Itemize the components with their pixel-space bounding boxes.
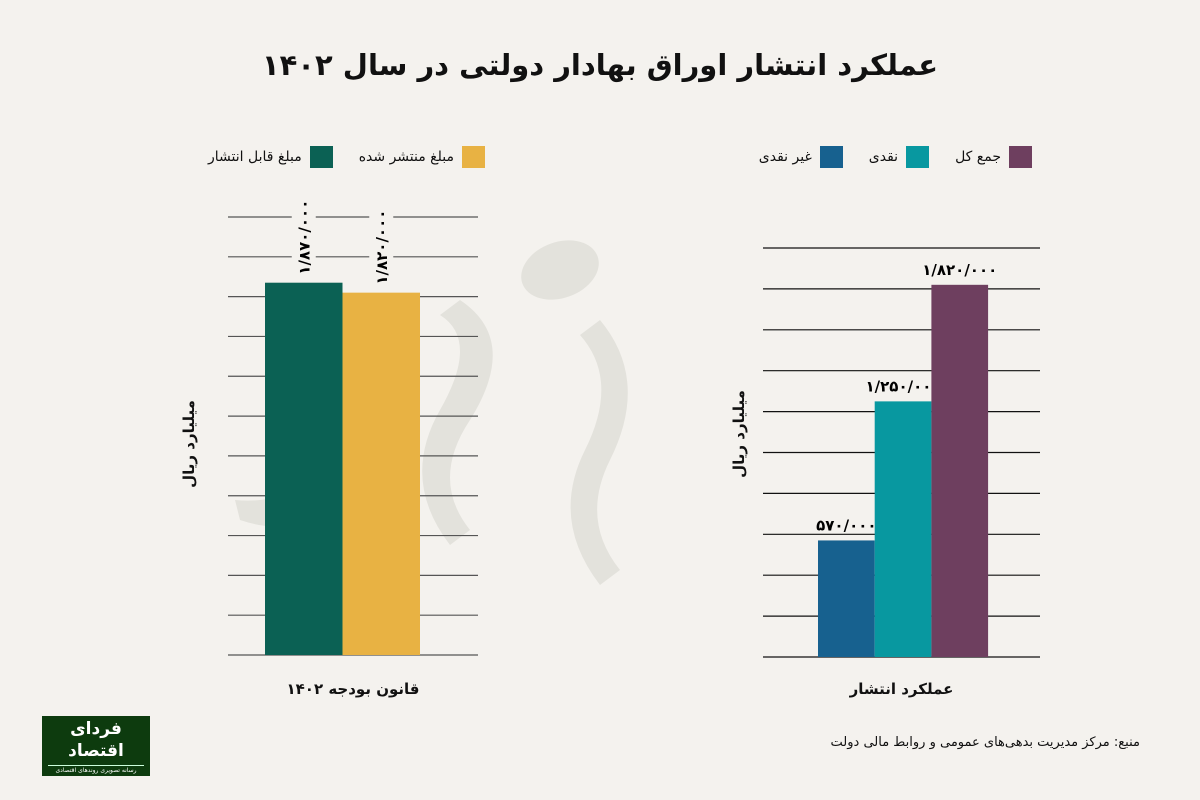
y-axis-label-right: میلیارد ریال	[729, 390, 748, 478]
data-label: ۱/۲۵۰/۰۰۰	[866, 377, 941, 395]
logo: فردای اقتصاد رسانه تصویری روندهای اقتصادی	[42, 716, 150, 776]
legend-swatch	[462, 146, 485, 168]
data-label: ۱/۸۷۰/۰۰۰	[296, 200, 314, 275]
bar	[265, 282, 343, 655]
data-label: ۵۷۰/۰۰۰	[816, 516, 876, 534]
chart-title: عملکرد انتشار اوراق بهادار دولتی در سال …	[261, 48, 939, 82]
label-gap	[369, 212, 394, 287]
legend-item: جمع کل	[955, 146, 1032, 168]
bar	[874, 401, 932, 657]
logo-text: فردای اقتصاد	[68, 718, 124, 761]
legend-swatch	[309, 146, 333, 168]
legend-swatch	[906, 146, 930, 168]
bar	[931, 284, 989, 657]
source-note: منبع: مرکز مدیریت بدهی‌های عمومی و روابط…	[830, 735, 1140, 750]
legend-right: جمع کل نقدی غیر نقدی	[759, 146, 1032, 168]
legend-label: مبلغ منتشر شده	[358, 149, 454, 165]
data-label: ۱/۸۲۰/۰۰۰	[922, 261, 997, 279]
legend-label: مبلغ قابل انتشار	[208, 149, 302, 165]
x-axis-label-right: عملکرد انتشار	[849, 680, 954, 698]
data-label: ۱/۸۲۰/۰۰۰	[373, 210, 391, 285]
legend-item: نقدی	[868, 146, 930, 168]
legend-item: مبلغ منتشر شده	[359, 146, 485, 168]
legend-item: مبلغ قابل انتشار	[208, 146, 333, 168]
x-axis-label-left: قانون بودجه ۱۴۰۲	[286, 680, 420, 698]
label-gap	[291, 212, 316, 277]
legend-swatch	[819, 146, 843, 168]
bar	[342, 292, 420, 655]
legend-label: جمع کل	[955, 149, 1001, 165]
legend-item: غیر نقدی	[759, 146, 843, 168]
bar	[818, 540, 875, 657]
logo-tagline: رسانه تصویری روندهای اقتصادی	[48, 764, 144, 775]
legend-swatch	[1009, 146, 1032, 168]
y-axis-label-left: میلیارد ریال	[179, 400, 198, 488]
legend-label: غیر نقدی	[758, 149, 812, 165]
legend-left: مبلغ منتشر شده مبلغ قابل انتشار	[208, 146, 485, 168]
legend-label: نقدی	[868, 149, 899, 165]
